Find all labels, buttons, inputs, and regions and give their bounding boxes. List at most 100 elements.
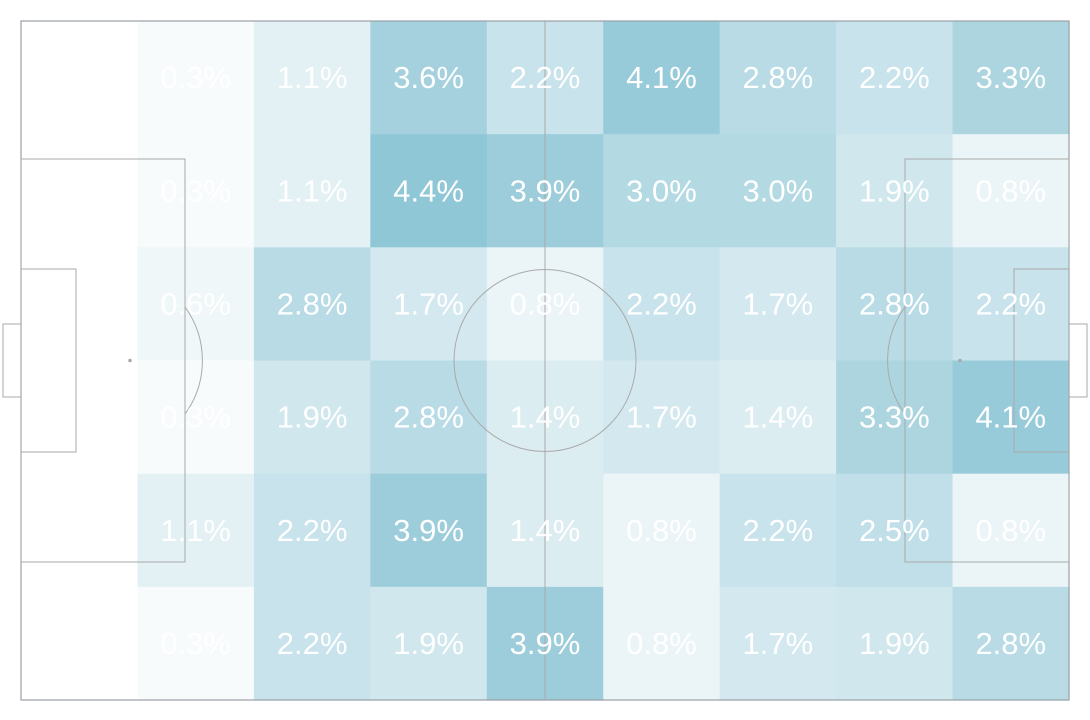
heatmap-cell — [603, 586, 721, 701]
heatmap-cell-label: 4.1% — [626, 60, 697, 95]
heatmap-cell — [253, 360, 371, 475]
heatmap-cell — [21, 21, 139, 135]
heatmap-cell — [21, 473, 139, 588]
heatmap-cell-label: 2.8% — [859, 286, 930, 321]
heatmap-cell-label: 1.4% — [510, 400, 581, 435]
heatmap-cell — [836, 247, 954, 362]
heatmap-cell — [952, 247, 1070, 362]
heatmap-cell-label: 2.2% — [277, 626, 348, 661]
heatmap-cell — [719, 360, 837, 475]
heatmap-cell-label: 2.2% — [277, 513, 348, 548]
heatmap-cell — [253, 134, 371, 248]
right-penalty-arc — [887, 306, 906, 415]
heatmap-cell — [21, 134, 139, 248]
heatmap-cell-label: 0.8% — [975, 173, 1046, 208]
right-penalty-spot — [958, 358, 962, 363]
heatmap-cell-label: 2.8% — [277, 286, 348, 321]
heatmap-cell-label: 4.4% — [393, 173, 464, 208]
heatmap-cell-label: 3.6% — [393, 60, 464, 95]
heatmap-cell-label: 0.8% — [626, 513, 697, 548]
heatmap-cell — [137, 473, 255, 588]
heatmap-cell-label: 1.7% — [743, 626, 814, 661]
heatmap-cell — [952, 360, 1070, 475]
heatmap-cell — [603, 21, 721, 135]
heatmap-cell-label: 2.5% — [859, 513, 930, 548]
heatmap-cell-label: 0.3% — [160, 400, 231, 435]
heatmap-cell — [137, 586, 255, 701]
heatmap-cell-label: 1.4% — [510, 513, 581, 548]
right-goal — [1068, 323, 1088, 398]
heatmap-cell — [253, 586, 371, 701]
heatmap-cell — [603, 247, 721, 362]
heatmap-cell-label: 0.3% — [160, 173, 231, 208]
heatmap-cell — [603, 473, 721, 588]
heatmap-cell-label: 2.8% — [393, 400, 464, 435]
heatmap-cell-label: 1.9% — [393, 626, 464, 661]
heatmap-cell-label: 3.9% — [393, 513, 464, 548]
pitch-markings — [2, 20, 1088, 701]
heatmap-cell-label: 3.9% — [510, 626, 581, 661]
heatmap-cell — [370, 586, 488, 701]
heatmap-cell — [370, 360, 488, 475]
center-circle — [453, 269, 637, 452]
heatmap-cell — [719, 586, 837, 701]
heatmap-cell — [21, 247, 139, 362]
heatmap-cell — [719, 21, 837, 135]
heatmap-cell — [719, 247, 837, 362]
heatmap-cell-label: 0.3% — [160, 626, 231, 661]
heatmap-cell-label: 0.8% — [975, 513, 1046, 548]
heatmap-cell — [952, 473, 1070, 588]
heatmap-cell — [952, 586, 1070, 701]
left-goal — [2, 323, 22, 398]
heatmap-cell-label: 3.9% — [510, 173, 581, 208]
heatmap-cell — [370, 247, 488, 362]
heatmap-cell — [370, 134, 488, 248]
heatmap-cell-label: 1.7% — [626, 400, 697, 435]
heatmap-cell-label: 0.6% — [160, 286, 231, 321]
heatmap-cell-label: 1.1% — [160, 513, 231, 548]
heatmap-cell — [370, 473, 488, 588]
heatmap-cell-label: 2.2% — [859, 60, 930, 95]
heatmap-cell-label: 0.8% — [510, 286, 581, 321]
heatmap-cell — [719, 473, 837, 588]
heatmap-cell-label: 4.1% — [975, 400, 1046, 435]
heatmap-cell — [21, 586, 139, 701]
heatmap-cell-label: 1.7% — [743, 286, 814, 321]
heatmap-cell — [137, 21, 255, 135]
heatmap-cell — [253, 21, 371, 135]
heatmap-cell-label: 3.3% — [975, 60, 1046, 95]
heatmap-cell — [137, 360, 255, 475]
heatmap-cell-label: 2.8% — [975, 626, 1046, 661]
heatmap-cell — [137, 134, 255, 248]
heatmap-cell-label: 3.0% — [626, 173, 697, 208]
heatmap-cell — [603, 360, 721, 475]
left-penalty-spot — [128, 358, 132, 363]
heatmap-cell-label: 2.2% — [975, 286, 1046, 321]
heatmap-cell-label: 1.1% — [277, 173, 348, 208]
heatmap-cell — [719, 134, 837, 248]
heatmap-cell-label: 3.3% — [859, 400, 930, 435]
heatmap-labels: 0.3% 1.1% 3.6% 2.2% 4.1% 2.8% 2.2% 3.3% 0.3% 1.1%… — [160, 60, 1046, 661]
heatmap-cell — [370, 21, 488, 135]
heatmap-cell-label: 1.9% — [859, 173, 930, 208]
heatmap-cell — [836, 586, 954, 701]
heatmap-cell — [952, 134, 1070, 248]
heatmap-cell-label: 1.4% — [743, 400, 814, 435]
heatmap-cell-label: 2.2% — [510, 60, 581, 95]
heatmap-cell-label: 1.1% — [277, 60, 348, 95]
heatmap-cell-label: 1.9% — [277, 400, 348, 435]
heatmap-cell — [836, 473, 954, 588]
heatmap-cell — [21, 360, 139, 475]
heatmap-cell — [836, 134, 954, 248]
heatmap-cell-label: 2.2% — [626, 286, 697, 321]
heatmap-cell-label: 0.3% — [160, 60, 231, 95]
heatmap-cell-label: 3.0% — [743, 173, 814, 208]
heatmap-cell — [836, 21, 954, 135]
heatmap-cell — [836, 360, 954, 475]
heatmap-cell-label: 1.9% — [859, 626, 930, 661]
heatmap-cell-label: 2.8% — [743, 60, 814, 95]
heatmap-cell — [253, 473, 371, 588]
heatmap-cell-label: 0.8% — [626, 626, 697, 661]
heatmap-cell — [137, 247, 255, 362]
